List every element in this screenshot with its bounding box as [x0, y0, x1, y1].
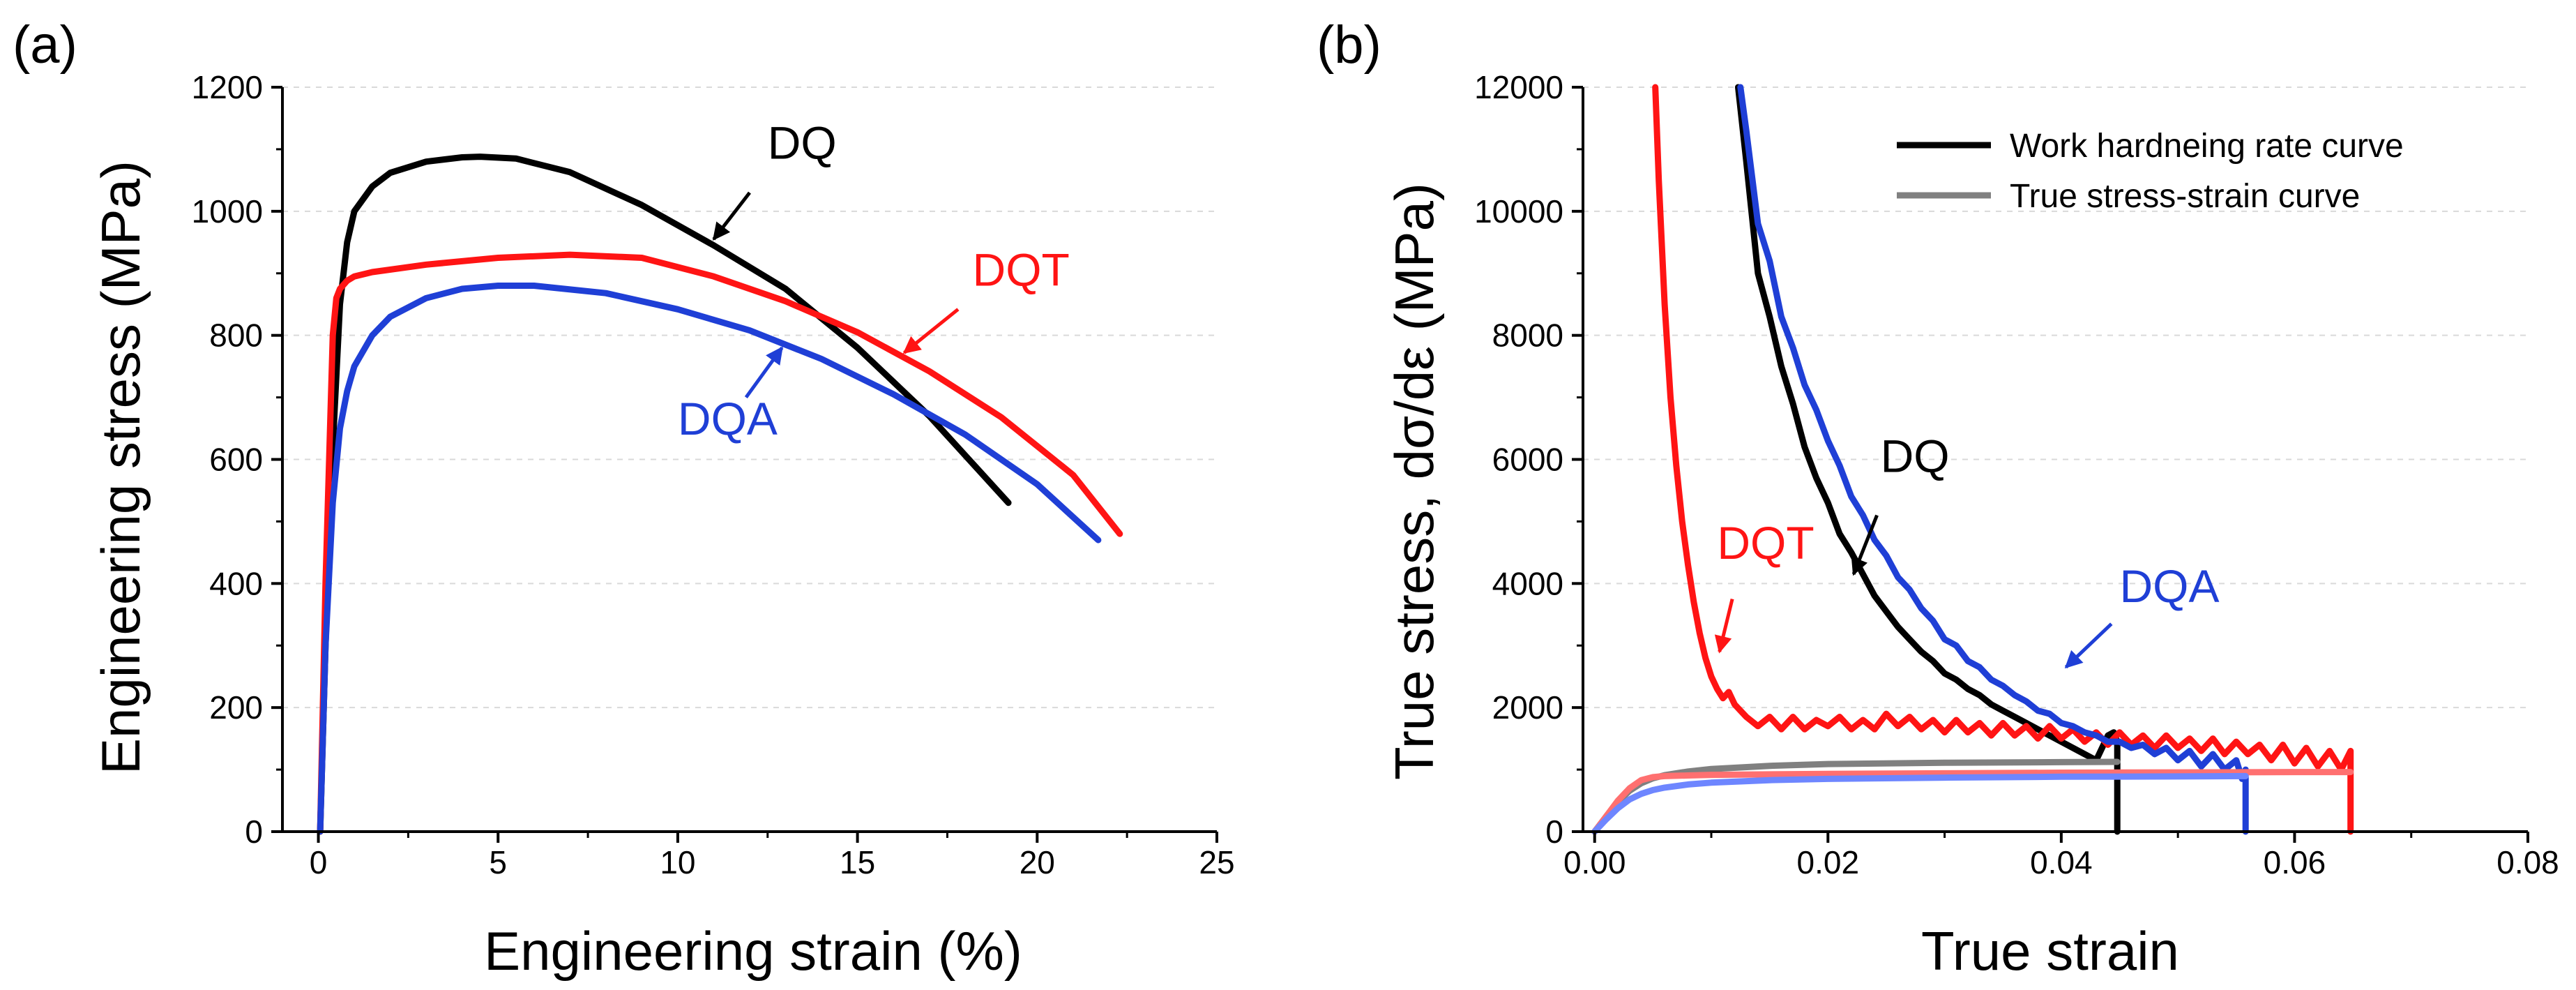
y-tick-label: 12000 — [1474, 69, 1563, 105]
x-tick-label: 20 — [1020, 844, 1055, 880]
y-tick-label: 2000 — [1492, 689, 1563, 726]
y-tick-label: 200 — [209, 689, 263, 726]
series-dqa-true-stress-strain-line — [1591, 772, 2249, 835]
annotation-dqt-arrow — [902, 308, 960, 354]
y-tick-label: 10000 — [1474, 193, 1563, 230]
y-tick-label: 1000 — [192, 193, 263, 230]
series-dqt-engineering-line — [317, 251, 1123, 835]
y-tick-label: 0 — [245, 813, 263, 850]
x-tick-label: 0.00 — [1563, 844, 1626, 880]
x-tick-label: 25 — [1199, 844, 1234, 880]
annotation-dq-arrow — [1851, 514, 1879, 576]
x-tick-label: 0.04 — [2030, 844, 2093, 880]
panel-a-chart: (a) Engineering stress (MPa) Engineering… — [13, 15, 1235, 982]
y-tick-label: 800 — [209, 317, 263, 354]
series-dqa-engineering-line — [317, 283, 1102, 835]
annotation-dqa-label: DQA — [2120, 560, 2220, 612]
y-tick-label: 1200 — [192, 69, 263, 105]
x-tick-label: 15 — [840, 844, 875, 880]
annotation-dqa-label: DQA — [678, 393, 778, 444]
annotation-dq-label: DQ — [768, 117, 837, 168]
x-tick-label: 0 — [310, 844, 328, 880]
annotation-dqa-arrow — [2064, 622, 2113, 669]
annotation-dq-label: DQ — [1881, 430, 1950, 481]
y-tick-label: 0 — [1545, 813, 1563, 850]
panel-b-legend: Work hardneing rate curve True stress-st… — [1897, 128, 2404, 215]
series-dqt-true-stress-strain-line — [1591, 769, 2354, 835]
panel-b-x-axis-title: True strain — [1921, 920, 2179, 982]
legend-label-work-hardening: Work hardneing rate curve — [2010, 128, 2404, 165]
y-tick-label: 8000 — [1492, 317, 1563, 354]
legend-label-true-stress-strain: True stress-strain curve — [2010, 178, 2360, 215]
annotation-dqt-arrow — [1714, 598, 1734, 654]
panel-a-series-layer — [317, 153, 1123, 835]
panel-b-y-axis-title: True stress, dσ/dε (MPa) — [1384, 183, 1445, 780]
x-tick-label: 0.06 — [2264, 844, 2326, 880]
series-dqt-work-hardening-rate-line — [1652, 84, 2354, 835]
annotation-dq-arrow — [712, 191, 751, 241]
x-tick-label: 0.08 — [2497, 844, 2559, 880]
panel-a-x-axis-title: Engineering strain (%) — [484, 920, 1022, 982]
x-tick-label: 5 — [489, 844, 507, 880]
panel-a-label: (a) — [13, 15, 77, 75]
panel-b-ticks: 0 2000 4000 6000 8000 10000 12000 0.00 0.02 0.04 0… — [1474, 69, 2559, 880]
y-tick-label: 6000 — [1492, 442, 1563, 478]
y-tick-label: 400 — [209, 565, 263, 601]
x-tick-label: 10 — [660, 844, 695, 880]
annotation-dqt-label: DQT — [973, 244, 1070, 296]
y-tick-label: 4000 — [1492, 565, 1563, 601]
annotation-dqa-arrow — [744, 346, 784, 399]
series-dqa-work-hardening-rate-line — [1737, 84, 2249, 835]
annotation-dqt-label: DQT — [1717, 517, 1814, 569]
panel-b-series-layer — [1591, 84, 2354, 835]
panel-a-ticks: 0 200 400 600 800 1000 1200 0 5 10 15 20 25 — [192, 69, 1235, 880]
panel-b-chart: (b) True stress, dσ/dε (MPa) True strain… — [1317, 15, 2559, 982]
series-dq-engineering-line — [317, 153, 1012, 835]
series-dq-work-hardening-rate-line — [1735, 84, 2121, 835]
panel-b-annotations: DQ DQT DQA — [1714, 430, 2220, 669]
panel-a-y-axis-title: Engineering stress (MPa) — [90, 160, 151, 774]
panel-b-label: (b) — [1317, 15, 1381, 75]
y-tick-label: 600 — [209, 442, 263, 478]
x-tick-label: 0.02 — [1797, 844, 1860, 880]
panel-a-annotations: DQ DQT DQA — [678, 117, 1070, 444]
